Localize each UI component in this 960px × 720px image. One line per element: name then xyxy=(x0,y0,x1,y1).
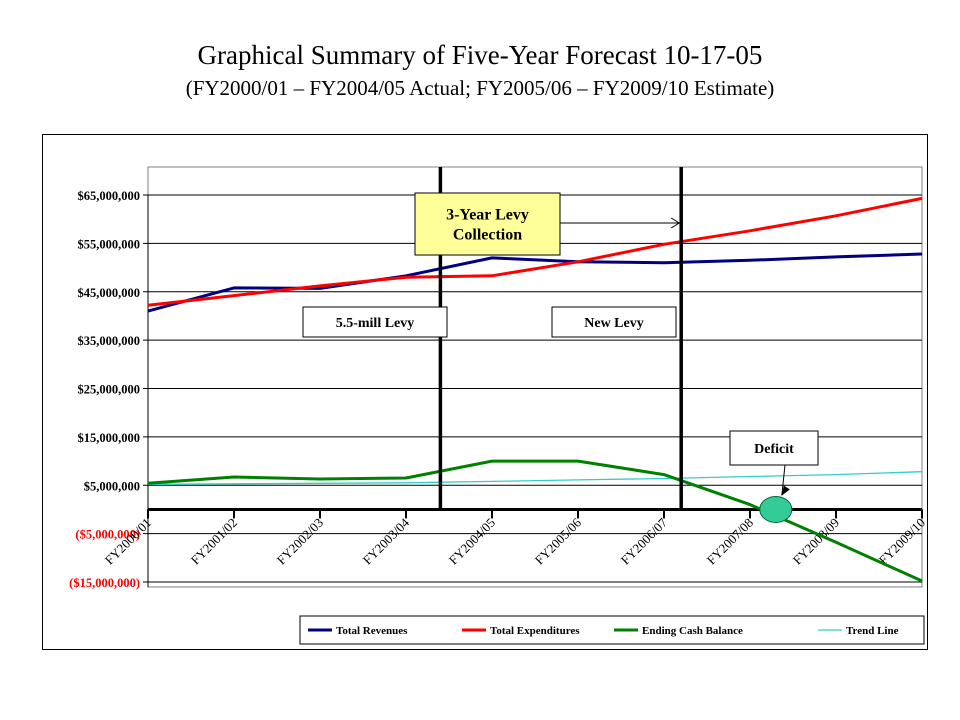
x-tick-label: FY2005/06 xyxy=(532,515,585,568)
legend-label: Total Revenues xyxy=(336,625,408,637)
levy-collection-label: 3-Year Levy xyxy=(446,207,529,224)
levy-collection-label: Collection xyxy=(453,227,522,244)
legend-label: Ending Cash Balance xyxy=(642,625,743,637)
x-tick-label: FY2003/04 xyxy=(360,515,413,568)
levy-arrow-head xyxy=(670,217,681,229)
x-tick-label: FY2001/02 xyxy=(188,515,240,567)
levy-1-label: 5.5-mill Levy xyxy=(336,316,415,331)
legend-label: Trend Line xyxy=(846,625,899,637)
deficit-label: Deficit xyxy=(754,442,794,457)
x-tick-label: FY2009/10 xyxy=(876,515,928,567)
y-tick-label: $55,000,000 xyxy=(78,237,141,251)
y-tick-label: $35,000,000 xyxy=(78,334,141,348)
levy-2-label: New Levy xyxy=(584,316,644,331)
chart-subtitle: (FY2000/01 – FY2004/05 Actual; FY2005/06… xyxy=(185,76,775,100)
x-tick-label: FY2007/08 xyxy=(704,515,756,567)
levy-1-box xyxy=(302,306,448,338)
levy-collection-box xyxy=(414,192,561,256)
y-tick-label: ($15,000,000) xyxy=(69,576,140,590)
y-tick-label: $45,000,000 xyxy=(78,286,141,300)
y-tick-label: $65,000,000 xyxy=(78,189,141,203)
legend-label: Total Expenditures xyxy=(490,625,580,637)
x-tick-label: FY2006/07 xyxy=(618,515,671,568)
deficit-box xyxy=(729,430,819,466)
series-line xyxy=(147,459,923,583)
y-tick-label: ($5,000,000) xyxy=(75,528,140,542)
series-line xyxy=(147,252,923,313)
deficit-arrow-line xyxy=(781,464,786,496)
chart-title: Graphical Summary of Five-Year Forecast … xyxy=(197,40,763,70)
levy-2-box xyxy=(551,306,677,338)
x-tick-label: FY2004/05 xyxy=(446,515,498,567)
deficit-arrow-head xyxy=(781,485,790,496)
series-line xyxy=(147,471,923,485)
y-tick-label: $15,000,000 xyxy=(78,431,141,445)
x-tick-label: FY2002/03 xyxy=(274,515,326,567)
y-tick-label: $5,000,000 xyxy=(84,479,140,493)
series-line xyxy=(147,196,923,307)
deficit-marker xyxy=(759,495,793,523)
y-tick-label: $25,000,000 xyxy=(78,383,141,397)
